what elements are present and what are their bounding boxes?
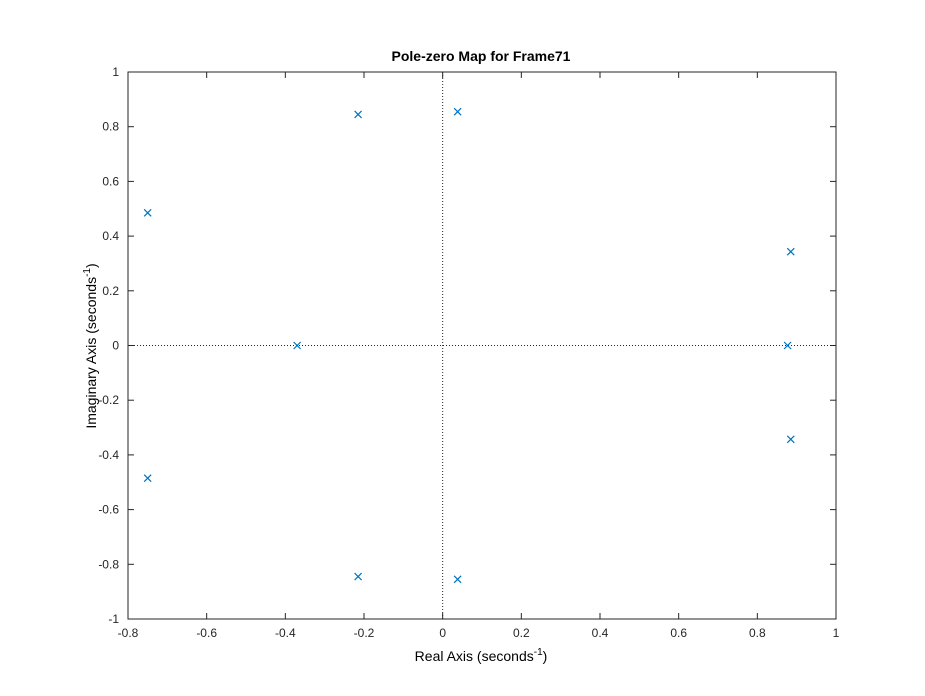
- pole-marker: [143, 208, 152, 217]
- x-axis-title: Real Axis (seconds-1): [415, 647, 548, 664]
- x-tick-label: 1: [833, 626, 840, 640]
- x-tick-label: -0.8: [118, 626, 139, 640]
- x-axis-ticks: -0.8 -0.6 -0.4 -0.2 0 0.2 0.4 0.6 0.8 1: [118, 72, 840, 640]
- y-tick-label: 0.8: [102, 120, 119, 134]
- reference-lines: [128, 72, 836, 619]
- y-tick-label: -1: [108, 612, 119, 626]
- y-axis-title-text: Imaginary Axis (seconds: [83, 277, 99, 429]
- x-tick-label: 0.2: [513, 626, 530, 640]
- pole-marker: [786, 247, 795, 256]
- pole-marker: [453, 575, 462, 584]
- pole-marker: [453, 107, 462, 116]
- x-tick-label: 0.4: [592, 626, 609, 640]
- pole-marker: [354, 572, 363, 581]
- y-tick-label: -0.6: [98, 503, 119, 517]
- y-axis-title: Imaginary Axis (seconds-1): [82, 263, 99, 428]
- x-axis-title-superscript: -1: [534, 647, 543, 658]
- pole-markers: [143, 107, 795, 584]
- y-tick-label: 0.4: [102, 229, 119, 243]
- y-axis-title-superscript: -1: [82, 268, 93, 277]
- y-axis-ticks: -1 -0.8 -0.6 -0.4 -0.2 0 0.2 0.4 0.6 0.8 1: [98, 65, 836, 626]
- y-axis-title-suffix: ): [83, 263, 99, 268]
- pole-marker-stroke: [354, 572, 363, 581]
- pole-marker-stroke: [354, 110, 363, 119]
- y-tick-label: -0.8: [98, 557, 119, 571]
- pole-marker-stroke: [783, 341, 792, 350]
- pole-marker-stroke: [143, 474, 152, 483]
- x-tick-label: 0.8: [749, 626, 766, 640]
- pole-marker: [143, 474, 152, 483]
- y-tick-label: -0.2: [98, 393, 119, 407]
- pole-marker: [786, 435, 795, 444]
- y-tick-label: 1: [112, 65, 119, 79]
- y-tick-label: 0.6: [102, 174, 119, 188]
- y-tick-label: 0: [112, 339, 119, 353]
- chart-title: Pole-zero Map for Frame71: [392, 48, 571, 64]
- pole-marker-stroke: [786, 435, 795, 444]
- pole-marker: [354, 110, 363, 119]
- pole-marker-stroke: [453, 107, 462, 116]
- pole-marker-stroke: [786, 247, 795, 256]
- pole-marker: [783, 341, 792, 350]
- y-tick-label: -0.4: [98, 448, 119, 462]
- x-axis-title-suffix: ): [543, 648, 548, 664]
- x-tick-label: -0.6: [196, 626, 217, 640]
- x-tick-label: -0.4: [275, 626, 296, 640]
- x-tick-label: 0.6: [670, 626, 687, 640]
- y-tick-label: 0.2: [102, 284, 119, 298]
- x-tick-label: 0: [439, 626, 446, 640]
- pole-marker-stroke: [293, 341, 302, 350]
- pole-marker-stroke: [143, 208, 152, 217]
- x-tick-label: -0.2: [354, 626, 375, 640]
- pole-marker: [293, 341, 302, 350]
- x-axis-title-text: Real Axis (seconds: [415, 648, 534, 664]
- pole-marker-stroke: [453, 575, 462, 584]
